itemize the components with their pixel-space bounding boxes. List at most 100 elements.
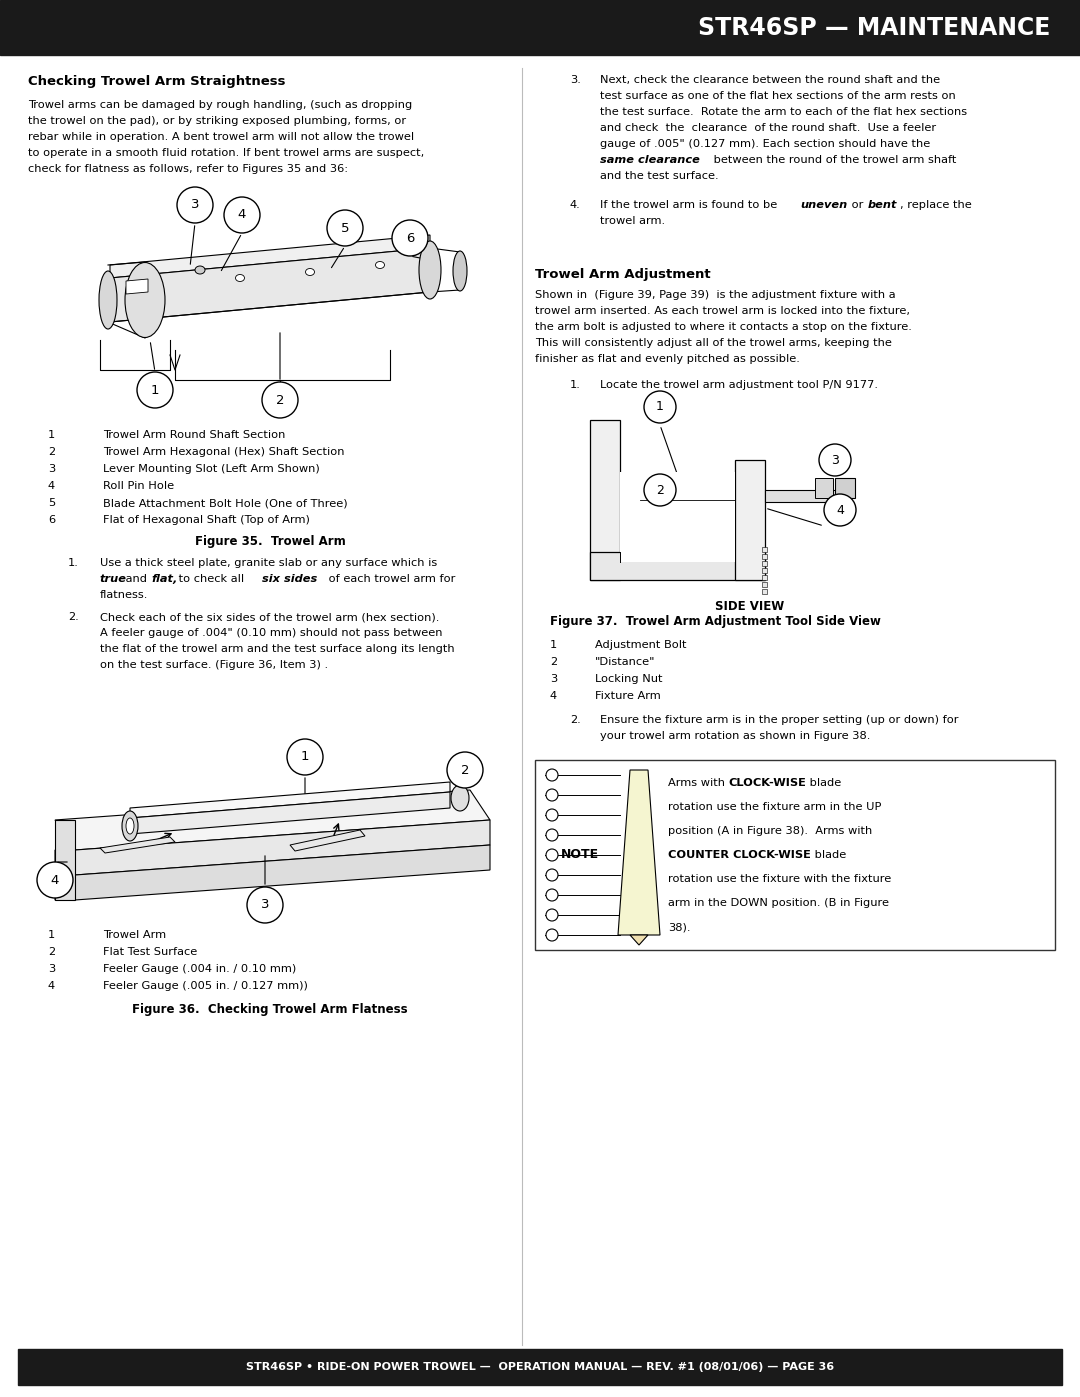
Bar [762, 548, 767, 552]
Text: Trowel arms can be damaged by rough handling, (such as dropping: Trowel arms can be damaged by rough hand… [28, 101, 413, 110]
Circle shape [644, 391, 676, 423]
Text: Locate the trowel arm adjustment tool P/N 9177.: Locate the trowel arm adjustment tool P/… [600, 380, 878, 390]
Polygon shape [126, 279, 148, 293]
Circle shape [546, 809, 558, 821]
Text: Fixture Arm: Fixture Arm [595, 692, 661, 701]
Text: Lever Mounting Slot (Left Arm Shown): Lever Mounting Slot (Left Arm Shown) [103, 464, 320, 474]
Bar [18, 1350, 1062, 1384]
Text: 4: 4 [836, 503, 843, 517]
Polygon shape [110, 235, 430, 278]
Text: 1.: 1. [570, 380, 581, 390]
Text: bent: bent [868, 200, 897, 210]
Text: 4: 4 [51, 873, 59, 887]
Text: Flat of Hexagonal Shaft (Top of Arm): Flat of Hexagonal Shaft (Top of Arm) [103, 515, 310, 525]
Text: 1: 1 [151, 384, 159, 397]
Text: This will consistently adjust all of the trowel arms, keeping the: This will consistently adjust all of the… [535, 338, 892, 348]
Text: CLOCK-WISE: CLOCK-WISE [729, 778, 807, 788]
Ellipse shape [306, 268, 314, 275]
Text: and the test surface.: and the test surface. [600, 170, 718, 182]
Circle shape [546, 888, 558, 901]
Polygon shape [100, 837, 175, 854]
Text: Trowel Arm: Trowel Arm [103, 930, 166, 940]
Text: trowel arm inserted. As each trowel arm is locked into the fixture,: trowel arm inserted. As each trowel arm … [535, 306, 910, 316]
Polygon shape [630, 935, 648, 944]
Text: Locking Nut: Locking Nut [595, 673, 662, 685]
Circle shape [224, 197, 260, 233]
Ellipse shape [125, 263, 165, 338]
Circle shape [546, 828, 558, 841]
Text: flatness.: flatness. [100, 590, 148, 599]
Ellipse shape [419, 242, 441, 299]
Text: blade: blade [807, 778, 841, 788]
Text: 4: 4 [48, 981, 55, 990]
Text: 1: 1 [48, 930, 55, 940]
Text: to check all: to check all [175, 574, 247, 584]
Text: blade: blade [811, 849, 846, 861]
Bar [762, 583, 767, 587]
Circle shape [447, 752, 483, 788]
Bar [535, 760, 1055, 950]
Circle shape [644, 474, 676, 506]
Text: and check  the  clearance  of the round shaft.  Use a feeler: and check the clearance of the round sha… [600, 123, 936, 133]
Text: trowel arm.: trowel arm. [600, 217, 665, 226]
Polygon shape [55, 820, 490, 875]
Text: COUNTER CLOCK-WISE: COUNTER CLOCK-WISE [669, 849, 811, 861]
Text: Figure 36.  Checking Trowel Arm Flatness: Figure 36. Checking Trowel Arm Flatness [132, 1003, 408, 1016]
Text: 2: 2 [48, 447, 55, 457]
Text: and: and [122, 574, 150, 584]
Ellipse shape [195, 265, 205, 274]
Text: 3: 3 [832, 454, 839, 467]
Text: "Distance": "Distance" [595, 657, 656, 666]
Text: or: or [848, 200, 867, 210]
Text: true: true [100, 574, 127, 584]
Text: Ensure the fixture arm is in the proper setting (up or down) for: Ensure the fixture arm is in the proper … [600, 715, 959, 725]
Bar [0, 0, 1080, 54]
Circle shape [177, 187, 213, 224]
Text: 1: 1 [656, 401, 664, 414]
Circle shape [824, 495, 856, 527]
Ellipse shape [376, 261, 384, 268]
Text: STR46SP — MAINTENANCE: STR46SP — MAINTENANCE [698, 15, 1050, 41]
Text: 2: 2 [550, 657, 557, 666]
Bar [765, 490, 840, 502]
Text: flat,: flat, [151, 574, 177, 584]
Text: between the round of the trowel arm shaft: between the round of the trowel arm shaf… [710, 155, 957, 165]
Text: Trowel Arm Round Shaft Section: Trowel Arm Round Shaft Section [103, 430, 285, 440]
Circle shape [37, 862, 73, 898]
Text: Trowel Arm Adjustment: Trowel Arm Adjustment [535, 268, 711, 281]
Text: 4: 4 [238, 208, 246, 222]
Text: gauge of .005" (0.127 mm). Each section should have the: gauge of .005" (0.127 mm). Each section … [600, 138, 930, 149]
Text: Feeler Gauge (.004 in. / 0.10 mm): Feeler Gauge (.004 in. / 0.10 mm) [103, 964, 296, 974]
Text: 2: 2 [656, 483, 664, 496]
Text: 3: 3 [48, 464, 55, 474]
Text: position (A in Figure 38).  Arms with: position (A in Figure 38). Arms with [669, 826, 873, 835]
Ellipse shape [122, 812, 138, 841]
Ellipse shape [126, 819, 134, 834]
Text: 3: 3 [550, 673, 557, 685]
Bar [762, 555, 767, 559]
Text: Use a thick steel plate, granite slab or any surface which is: Use a thick steel plate, granite slab or… [100, 557, 437, 569]
Circle shape [546, 768, 558, 781]
Bar [762, 562, 767, 566]
Text: same clearance: same clearance [600, 155, 700, 165]
Ellipse shape [99, 271, 117, 330]
Text: 1: 1 [48, 430, 55, 440]
Text: Blade Attachment Bolt Hole (One of Three): Blade Attachment Bolt Hole (One of Three… [103, 497, 348, 509]
Circle shape [262, 381, 298, 418]
Text: Check each of the six sides of the trowel arm (hex section).: Check each of the six sides of the trowe… [100, 612, 440, 622]
Bar [835, 478, 855, 497]
Text: 3: 3 [191, 198, 199, 211]
Text: finisher as flat and evenly pitched as possible.: finisher as flat and evenly pitched as p… [535, 353, 800, 365]
Text: Shown in  (Figure 39, Page 39)  is the adjustment fixture with a: Shown in (Figure 39, Page 39) is the adj… [535, 291, 895, 300]
Text: rotation use the fixture arm in the UP: rotation use the fixture arm in the UP [669, 802, 881, 812]
Polygon shape [291, 830, 365, 851]
Text: 3: 3 [260, 898, 269, 911]
Text: 2: 2 [461, 764, 469, 777]
Polygon shape [55, 820, 75, 900]
Bar [762, 569, 767, 573]
Polygon shape [55, 789, 490, 849]
Text: 4.: 4. [570, 200, 581, 210]
Circle shape [819, 444, 851, 476]
Text: the arm bolt is adjusted to where it contacts a stop on the fixture.: the arm bolt is adjusted to where it con… [535, 321, 912, 332]
Bar [762, 590, 767, 594]
